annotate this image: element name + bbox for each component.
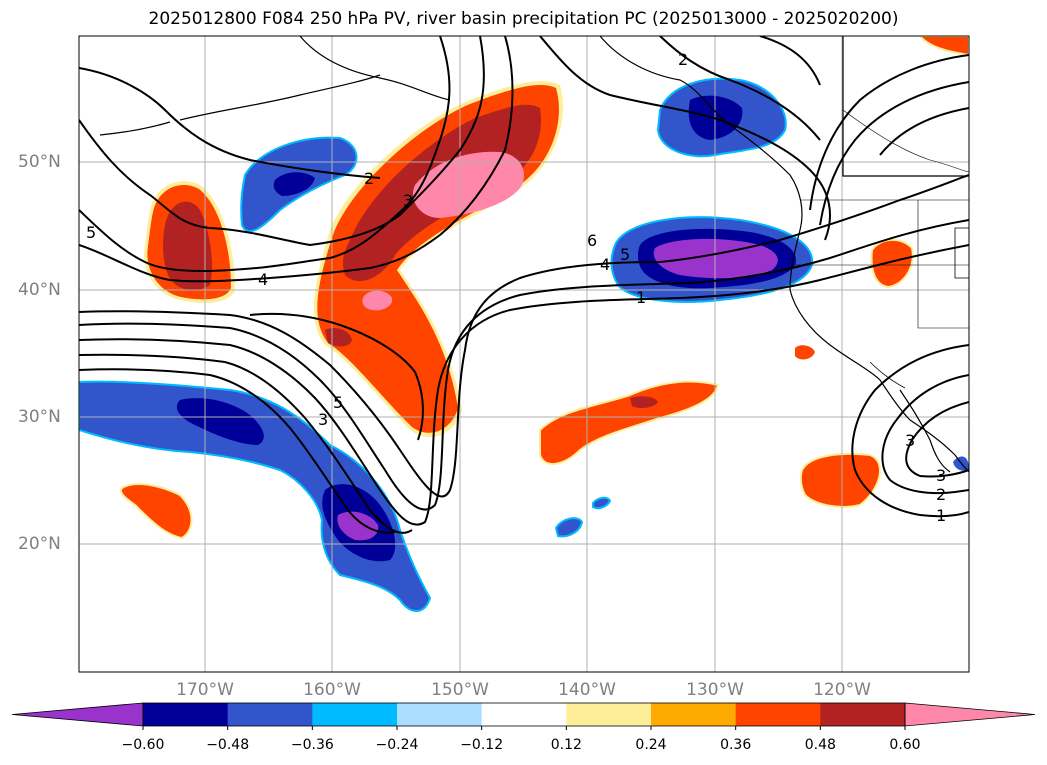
contour-label: 2	[364, 169, 374, 188]
colorbar-tick-label: −0.24	[375, 737, 419, 753]
contour-label: 3	[905, 431, 915, 450]
colorbar-tick-label: −0.36	[290, 737, 334, 753]
colorbar-cell	[481, 703, 567, 726]
lon-label: 120°W	[813, 680, 871, 700]
colorbar-cell	[735, 703, 821, 726]
lon-label: 160°W	[303, 680, 361, 700]
colorbar-tick-label: −0.12	[460, 737, 504, 753]
colorbar-cell	[143, 703, 229, 726]
colorbar-tick-label: 0.36	[720, 737, 752, 753]
contour-label: 5	[620, 245, 630, 264]
colorbar-extend-low	[11, 702, 144, 727]
colorbar-cell	[566, 703, 652, 726]
map-frame	[78, 35, 970, 673]
contour-label: 1	[636, 288, 646, 307]
lat-label: 40°N	[18, 280, 61, 300]
contour-label: 5	[86, 223, 96, 242]
colorbar-cell	[312, 703, 398, 726]
contour-label: 1	[936, 506, 946, 525]
contour-label: 6	[587, 231, 597, 250]
lat-label: 30°N	[18, 407, 61, 427]
colorbar-outline	[142, 702, 906, 727]
contour-label: 4	[258, 270, 268, 289]
contour-label: 3	[318, 410, 328, 429]
colorbar-cell	[397, 703, 483, 726]
lon-label: 150°W	[431, 680, 489, 700]
contour-label: 3	[403, 191, 413, 210]
contour-label: 2	[678, 50, 688, 69]
colorbar-tick-label: −0.48	[206, 737, 250, 753]
colorbar-tick-label: −0.60	[121, 737, 165, 753]
lon-label: 130°W	[686, 680, 744, 700]
contour-label: 5	[333, 393, 343, 412]
colorbar-tick-label: 0.12	[550, 737, 582, 753]
pv-contours	[79, 36, 969, 534]
anomaly-shading	[79, 36, 969, 612]
lat-label: 50°N	[18, 152, 61, 172]
colorbar-extend-high	[904, 702, 1036, 727]
colorbar-tick-label: 0.48	[804, 737, 836, 753]
colorbar-tick-label: 0.24	[635, 737, 667, 753]
lon-label: 140°W	[558, 680, 616, 700]
colorbar-cell	[227, 703, 313, 726]
contour-label: 2	[936, 485, 946, 504]
colorbar-cell	[820, 703, 906, 726]
lat-label: 20°N	[18, 534, 61, 554]
lon-label: 170°W	[176, 680, 234, 700]
contour-label: 4	[600, 255, 610, 274]
pv-contour-labels: 1 2 3 4 5 6 2 3 5 4 5 3 1 2 3	[86, 50, 946, 525]
colorbar-tick-label: 0.60	[889, 737, 921, 753]
map-title: 2025012800 F084 250 hPa PV, river basin …	[148, 9, 899, 29]
contour-label: 3	[936, 466, 946, 485]
colorbar-cell	[651, 703, 737, 726]
